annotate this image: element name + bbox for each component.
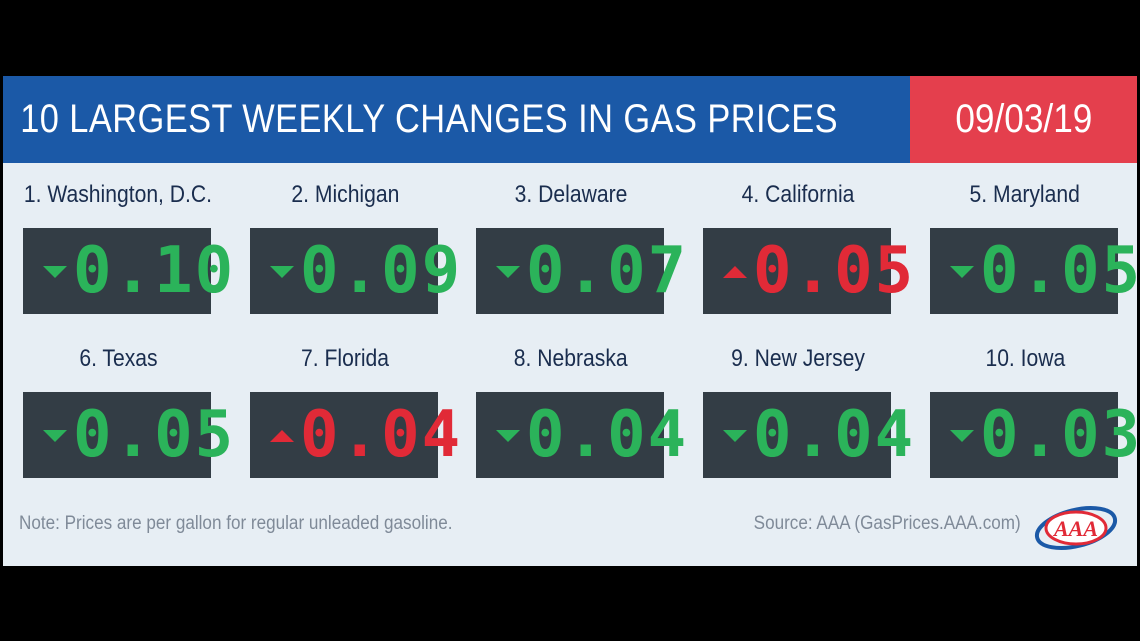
aaa-logo-icon: AAA (1034, 506, 1118, 550)
price-change-display: 0.10 (23, 228, 236, 314)
state-label-text: 4. California (741, 181, 855, 208)
price-change-value: 0.04 (300, 398, 463, 472)
state-change-cell: 4. California 0.05 (685, 180, 913, 314)
price-change-value: 0.04 (526, 398, 689, 472)
down-arrow-icon (723, 430, 747, 442)
state-label: 8. Nebraska (458, 344, 684, 374)
price-change-display: 0.05 (23, 392, 236, 478)
state-change-cell: 5. Maryland 0.05 (912, 180, 1140, 314)
state-label-text: 6. Texas (78, 345, 158, 372)
price-change-display: 0.04 (476, 392, 689, 478)
state-label: 3. Delaware (458, 180, 684, 210)
chart-title: 10 LARGEST WEEKLY CHANGES IN GAS PRICES (20, 97, 838, 141)
state-change-cell: 1. Washington, D.C. 0.10 (5, 180, 233, 314)
price-change-value: 0.07 (526, 234, 689, 308)
price-change-display: 0.05 (703, 228, 916, 314)
state-label-text: 8. Nebraska (514, 345, 628, 372)
down-arrow-icon (43, 266, 67, 278)
date-label: 09/03/19 (954, 97, 1093, 141)
state-label-text: 7. Florida (300, 345, 390, 372)
state-label-text: 9. New Jersey (731, 345, 865, 372)
state-label: 2. Michigan (232, 180, 458, 210)
state-label-text: 10. Iowa (985, 345, 1065, 372)
price-change-value: 0.09 (300, 234, 463, 308)
down-arrow-icon (950, 430, 974, 442)
price-change-display: 0.05 (930, 228, 1140, 314)
price-change-value: 0.05 (753, 234, 916, 308)
down-arrow-icon (43, 430, 67, 442)
gas-price-card: 10 LARGEST WEEKLY CHANGES IN GAS PRICES … (3, 76, 1140, 566)
date-bar: 09/03/19 (910, 76, 1137, 163)
price-change-value: 0.05 (980, 234, 1140, 308)
price-change-value: 0.10 (73, 234, 236, 308)
price-change-value: 0.05 (73, 398, 236, 472)
state-label-text: 1. Washington, D.C. (23, 181, 213, 208)
source-credit: Source: AAA (GasPrices.AAA.com) (753, 513, 1021, 534)
state-label-text: 5. Maryland (969, 181, 1081, 208)
price-change-display: 0.07 (476, 228, 689, 314)
footnote: Note: Prices are per gallon for regular … (19, 513, 453, 534)
up-arrow-icon (723, 266, 747, 278)
state-label-text: 3. Delaware (514, 181, 628, 208)
down-arrow-icon (496, 266, 520, 278)
state-label: 1. Washington, D.C. (5, 180, 231, 210)
state-change-cell: 7. Florida 0.04 (232, 344, 460, 478)
state-change-cell: 9. New Jersey 0.04 (685, 344, 913, 478)
state-change-cell: 8. Nebraska 0.04 (458, 344, 686, 478)
price-change-value: 0.03 (980, 398, 1140, 472)
state-label-text: 2. Michigan (290, 181, 399, 208)
price-change-display: 0.04 (250, 392, 463, 478)
state-label: 6. Texas (5, 344, 231, 374)
price-change-display: 0.09 (250, 228, 463, 314)
state-label: 5. Maryland (912, 180, 1138, 210)
up-arrow-icon (270, 430, 294, 442)
state-change-cell: 3. Delaware 0.07 (458, 180, 686, 314)
state-label: 9. New Jersey (685, 344, 911, 374)
title-bar: 10 LARGEST WEEKLY CHANGES IN GAS PRICES (3, 76, 910, 163)
price-change-value: 0.04 (753, 398, 916, 472)
down-arrow-icon (270, 266, 294, 278)
price-change-display: 0.03 (930, 392, 1140, 478)
state-label: 10. Iowa (912, 344, 1138, 374)
down-arrow-icon (496, 430, 520, 442)
down-arrow-icon (950, 266, 974, 278)
state-change-cell: 6. Texas 0.05 (5, 344, 233, 478)
header: 10 LARGEST WEEKLY CHANGES IN GAS PRICES … (3, 76, 1137, 163)
state-change-cell: 2. Michigan 0.09 (232, 180, 460, 314)
svg-text:AAA: AAA (1052, 516, 1098, 541)
state-label: 4. California (685, 180, 911, 210)
state-change-cell: 10. Iowa 0.03 (912, 344, 1140, 478)
state-label: 7. Florida (232, 344, 458, 374)
price-change-display: 0.04 (703, 392, 916, 478)
